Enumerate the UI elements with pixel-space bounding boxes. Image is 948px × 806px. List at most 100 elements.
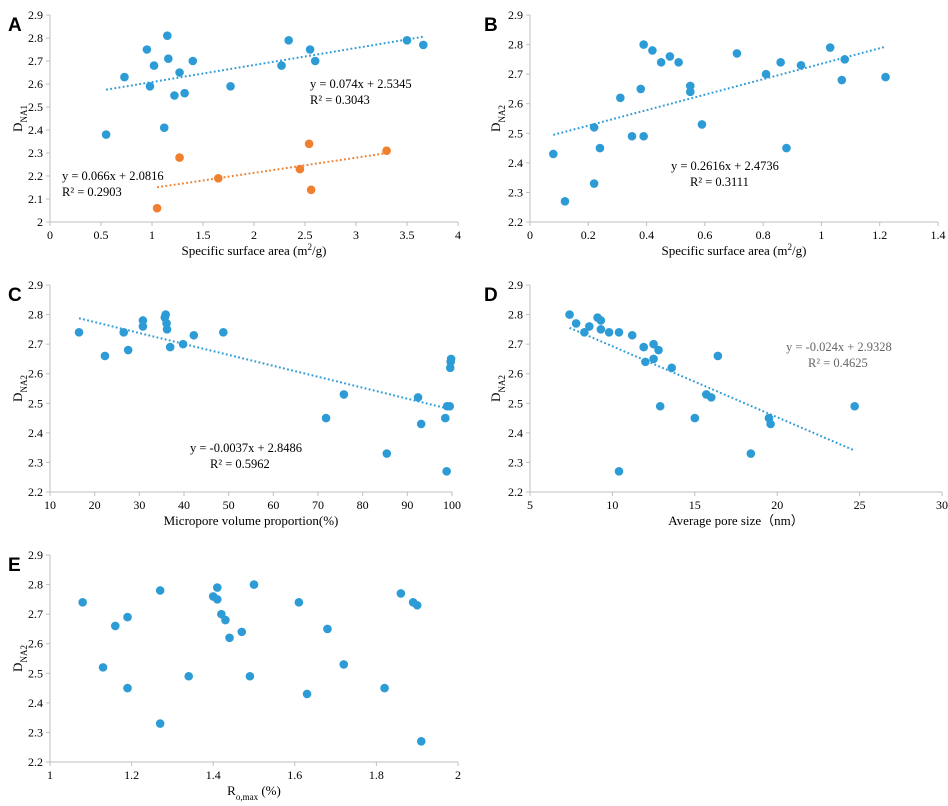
y-tick-label: 2.9 xyxy=(28,548,43,562)
data-point xyxy=(120,72,129,82)
data-point xyxy=(627,330,637,340)
data-point xyxy=(78,598,87,607)
data-point xyxy=(212,583,222,592)
data-point xyxy=(589,123,599,132)
data-point xyxy=(761,69,771,79)
x-tick-label: 0.4 xyxy=(639,228,654,242)
panel-d: D 2.2 2.3 2.4 2.5 2.6 2.7 2.8 2.9 5 10 15 20 25 30 Aver… xyxy=(484,278,948,528)
data-point xyxy=(840,55,850,64)
data-point xyxy=(138,316,148,325)
y-tick-label: 2.6 xyxy=(508,367,523,381)
data-point xyxy=(101,130,111,139)
data-point xyxy=(123,345,133,355)
data-point xyxy=(604,328,614,337)
x-tick-label: 1.2 xyxy=(124,768,139,782)
panel-c: C 2.2 2.3 2.4 2.5 2.6 2.7 2.8 2.9 10 20 30 40 50 60 70 8… xyxy=(8,278,461,528)
data-point xyxy=(850,401,859,411)
data-point xyxy=(442,467,451,476)
y-tick-label: 2.7 xyxy=(28,337,43,351)
y-tick-label: 2.9 xyxy=(508,278,523,292)
y-tick-label: 2.7 xyxy=(28,54,43,68)
panel-letter-e: E xyxy=(8,555,21,576)
data-point xyxy=(776,58,785,67)
data-point xyxy=(221,615,230,625)
y-tick-label: 2.2 xyxy=(508,485,523,499)
data-point xyxy=(565,310,574,319)
x-axis-title: Ro,max (%) xyxy=(227,783,281,802)
trend-equation: y = 0.066x + 2.0816 xyxy=(62,169,164,183)
x-tick-label: 3.5 xyxy=(400,228,415,242)
data-point xyxy=(237,627,247,637)
data-point xyxy=(413,393,423,402)
data-point xyxy=(685,81,695,91)
x-tick-label: 100 xyxy=(443,498,461,512)
data-point xyxy=(145,82,155,91)
data-point xyxy=(596,325,606,334)
data-point xyxy=(654,345,663,355)
y-tick-label: 2.3 xyxy=(28,455,43,469)
data-point xyxy=(732,49,742,58)
y-tick-label: 2.3 xyxy=(508,185,523,199)
data-point xyxy=(119,328,128,337)
trend-equation: y = -0.024x + 2.9328 xyxy=(786,340,892,354)
data-point xyxy=(585,322,594,331)
data-point xyxy=(549,149,558,159)
r-squared: R² = 0.4625 xyxy=(808,356,868,370)
data-point xyxy=(412,600,422,610)
y-axis-title: DNA2 xyxy=(488,375,507,402)
y-tick-label: 2.4 xyxy=(28,426,43,440)
trendline-blue xyxy=(78,317,452,411)
x-tick-label: 10 xyxy=(44,498,56,512)
data-point xyxy=(580,328,589,337)
data-point xyxy=(796,60,806,70)
data-point xyxy=(175,68,184,77)
data-point xyxy=(766,419,775,429)
trendline-orange xyxy=(156,152,387,189)
data-point xyxy=(188,56,198,66)
trend-equation: y = -0.0037x + 2.8486 xyxy=(190,441,302,455)
trendline-blue xyxy=(105,35,424,91)
x-tick-label: 1 xyxy=(818,228,824,242)
y-tick-label: 2.1 xyxy=(28,192,43,206)
y-tick-label: 2.6 xyxy=(28,367,43,381)
r-squared: R² = 0.3111 xyxy=(690,175,749,189)
x-tick-label: 2 xyxy=(455,768,461,782)
data-point xyxy=(441,413,450,423)
data-point xyxy=(138,322,148,331)
y-tick-label: 2.5 xyxy=(28,666,43,680)
y-tick-label: 2.4 xyxy=(508,426,523,440)
x-tick-label: 2 xyxy=(251,228,257,242)
data-point xyxy=(697,120,707,129)
panel-letter-d: D xyxy=(484,285,498,306)
data-point xyxy=(184,671,194,681)
data-point xyxy=(178,339,188,349)
data-point xyxy=(655,401,665,411)
data-point xyxy=(445,401,455,411)
x-tick-label: 20 xyxy=(89,498,101,512)
data-point xyxy=(155,719,165,728)
y-tick-label: 2.2 xyxy=(508,215,523,229)
y-axis-title: DNA1 xyxy=(10,105,29,132)
data-point xyxy=(310,56,320,66)
data-point xyxy=(416,737,426,746)
x-tick-label: 0.5 xyxy=(94,228,109,242)
data-point xyxy=(746,449,756,458)
data-point xyxy=(339,660,349,669)
y-tick-label: 2.5 xyxy=(508,396,523,410)
x-tick-label: 5 xyxy=(527,498,533,512)
data-point xyxy=(837,75,847,85)
y-tick-label: 2.4 xyxy=(28,696,43,710)
x-tick-label: 50 xyxy=(223,498,235,512)
data-point xyxy=(402,36,412,45)
y-tick-label: 2.2 xyxy=(28,755,43,769)
x-tick-label: 0 xyxy=(527,228,533,242)
y-tick-label: 2.2 xyxy=(28,169,43,183)
x-tick-label: 30 xyxy=(133,498,145,512)
data-point xyxy=(616,93,625,103)
data-point xyxy=(304,139,314,149)
trend-equation: y = 0.2616x + 2.4736 xyxy=(671,159,779,173)
panel-letter-b: B xyxy=(484,15,498,36)
data-point xyxy=(165,342,175,352)
data-point xyxy=(648,46,657,55)
data-point xyxy=(100,351,110,361)
